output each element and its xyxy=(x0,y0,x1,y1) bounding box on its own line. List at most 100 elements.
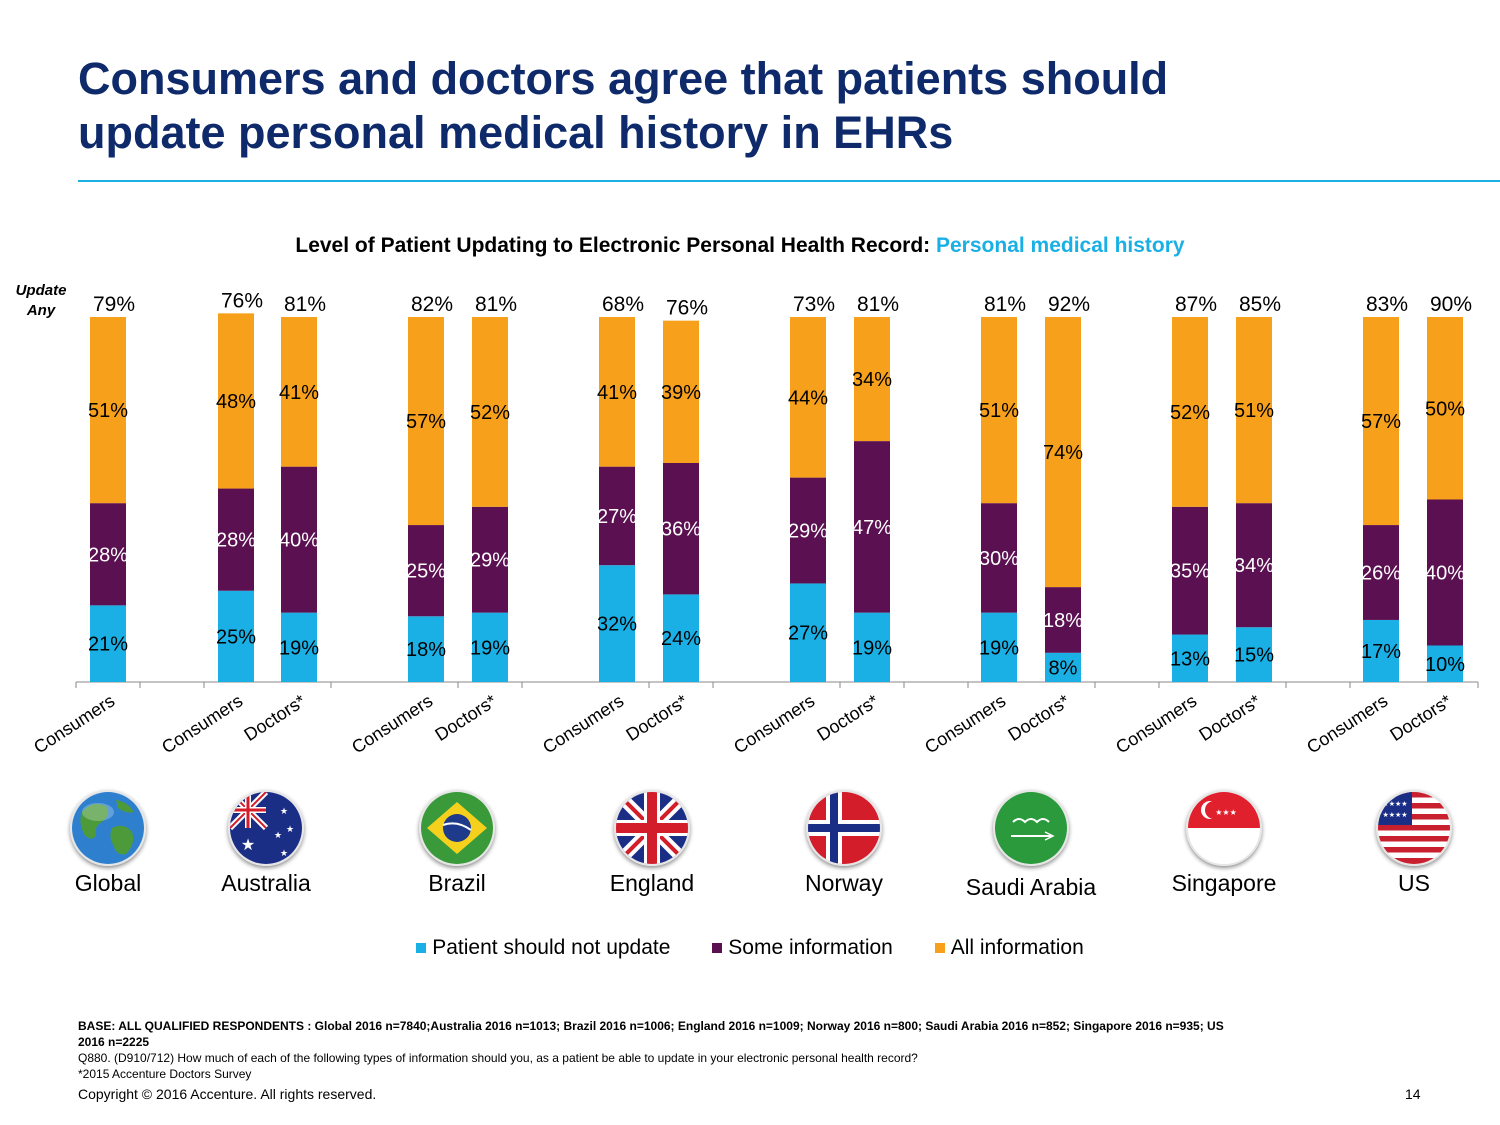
x-tick-label: Consumers xyxy=(921,691,1009,758)
chart-legend: Patient should not update Some informati… xyxy=(0,936,1500,960)
x-tick-label: Doctors* xyxy=(1386,691,1455,745)
bar-segment xyxy=(1236,627,1272,682)
data-label: 40% xyxy=(1425,563,1465,585)
update-any-total-label: 79% xyxy=(93,293,135,316)
bar-segment xyxy=(663,320,699,463)
update-any-total-label: 73% xyxy=(793,293,835,316)
x-tick-label: Consumers xyxy=(348,691,436,758)
title-divider xyxy=(78,180,1500,182)
update-any-total-label: 87% xyxy=(1175,293,1217,316)
country-australia: ★ ★ ★ ★ ★ Australia xyxy=(181,790,351,897)
doctors-survey-note: *2015 Accenture Doctors Survey xyxy=(78,1067,252,1081)
svg-text:★★★★: ★★★★ xyxy=(1382,811,1407,819)
bar-segment xyxy=(1427,317,1463,500)
bar-segment xyxy=(472,612,508,682)
data-label: 48% xyxy=(216,391,256,413)
update-any-total-label: 82% xyxy=(411,293,453,316)
footnotes: BASE: ALL QUALIFIED RESPONDENTS : Global… xyxy=(78,1018,1228,1082)
data-label: 57% xyxy=(406,411,446,433)
x-tick-label: Consumers xyxy=(539,691,627,758)
data-label: 41% xyxy=(279,382,319,404)
data-label: 19% xyxy=(279,637,319,659)
bar-segment xyxy=(218,488,254,591)
legend-item-some-information: Some information xyxy=(712,936,893,960)
svg-text:★: ★ xyxy=(274,830,282,840)
data-label: 39% xyxy=(661,382,701,404)
data-label: 52% xyxy=(1170,402,1210,424)
update-any-total-label: 81% xyxy=(857,293,899,316)
bar-segment xyxy=(1363,317,1399,526)
bar-segment xyxy=(408,525,444,617)
bar-segment xyxy=(981,612,1017,682)
bar-segment xyxy=(599,317,635,467)
bar-segment xyxy=(599,466,635,566)
bar-segment xyxy=(90,503,126,606)
bar-segment xyxy=(1045,652,1081,682)
copyright: Copyright © 2016 Accenture. All rights r… xyxy=(78,1086,377,1102)
data-label: 35% xyxy=(1170,561,1210,583)
bar-segment xyxy=(854,612,890,682)
country-name: US xyxy=(1398,870,1430,896)
data-label: 8% xyxy=(1049,657,1078,679)
x-tick-label: Doctors* xyxy=(431,691,500,745)
australia-flag-icon: ★ ★ ★ ★ ★ xyxy=(228,790,304,866)
bar-segment xyxy=(790,583,826,682)
svg-text:★: ★ xyxy=(280,848,288,858)
country-name: England xyxy=(609,870,695,896)
chart-title: Level of Patient Updating to Electronic … xyxy=(0,234,1480,258)
slide-title: Consumers and doctors agree that patient… xyxy=(78,52,1458,160)
update-any-total-label: 76% xyxy=(666,297,708,320)
data-label: 52% xyxy=(470,402,510,424)
legend-item-not-update: Patient should not update xyxy=(416,936,670,960)
bar-segment xyxy=(854,441,890,613)
data-label: 47% xyxy=(852,517,892,539)
data-label: 30% xyxy=(979,548,1019,570)
data-label: 36% xyxy=(661,519,701,541)
data-label: 40% xyxy=(279,530,319,552)
page-number: 14 xyxy=(1405,1086,1421,1102)
saudi-arabia-flag-icon xyxy=(993,790,1069,866)
legend-item-all-information: All information xyxy=(934,936,1084,960)
bar-segment xyxy=(90,317,126,504)
data-label: 28% xyxy=(88,544,128,566)
x-tick-label: Doctors* xyxy=(1004,691,1073,745)
brazil-flag-icon xyxy=(419,790,495,866)
bar-segment xyxy=(1363,525,1399,620)
svg-text:★: ★ xyxy=(241,837,255,854)
country-us: ★★★★ ★★★★ US xyxy=(1329,790,1499,897)
country-saudi-arabia: Saudi Arabia xyxy=(946,790,1116,901)
data-label: 51% xyxy=(88,400,128,422)
country-name: Australia xyxy=(221,870,311,896)
bar-segment xyxy=(981,317,1017,504)
country-england: England xyxy=(567,790,737,897)
bar-segment xyxy=(1172,634,1208,682)
x-tick-label: Consumers xyxy=(1112,691,1200,758)
us-flag-icon: ★★★★ ★★★★ xyxy=(1376,790,1452,866)
bar-segment xyxy=(1236,317,1272,504)
globe-icon xyxy=(70,790,146,866)
update-any-total-label: 83% xyxy=(1366,293,1408,316)
bar-segment xyxy=(1172,506,1208,635)
x-tick-label: Doctors* xyxy=(622,691,691,745)
uk-flag-icon xyxy=(614,790,690,866)
legend-swatch xyxy=(934,943,945,954)
data-label: 44% xyxy=(788,387,828,409)
bar-segment xyxy=(981,503,1017,613)
data-label: 34% xyxy=(1234,555,1274,577)
update-any-total-label: 85% xyxy=(1239,293,1281,316)
country-name: Saudi Arabia xyxy=(965,874,1097,900)
svg-text:★: ★ xyxy=(286,824,294,834)
bar-segment xyxy=(663,594,699,682)
data-label: 32% xyxy=(597,614,637,636)
bar-segment xyxy=(1045,587,1081,653)
data-label: 51% xyxy=(979,400,1019,422)
bar-segment xyxy=(1427,499,1463,646)
country-norway: Norway xyxy=(759,790,929,897)
bar-segment xyxy=(1236,503,1272,628)
svg-text:★★★: ★★★ xyxy=(1215,808,1237,817)
update-any-total-label: 90% xyxy=(1430,293,1472,316)
data-label: 17% xyxy=(1361,641,1401,663)
svg-text:★: ★ xyxy=(280,806,288,816)
data-label: 57% xyxy=(1361,411,1401,433)
data-label: 15% xyxy=(1234,645,1274,667)
